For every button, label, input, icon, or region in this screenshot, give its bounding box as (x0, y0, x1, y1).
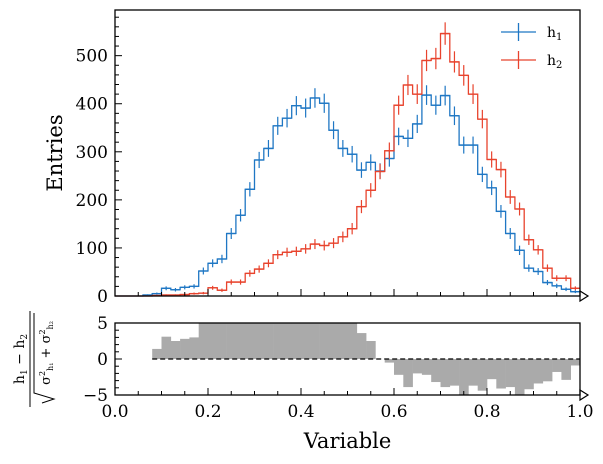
y-tick-label: 300 (76, 143, 108, 163)
x-tick-label: 1.0 (566, 402, 593, 422)
ratio-bar (217, 323, 227, 359)
ratio-bar (235, 323, 246, 359)
ratio-bar (487, 359, 497, 380)
ratio-bar (514, 359, 525, 395)
ratio-bar (356, 333, 367, 359)
series-h1 (115, 85, 580, 297)
y-tick-label: 400 (76, 95, 108, 115)
main-y-axis-label: Entries (43, 114, 67, 191)
ratio-bar (524, 359, 534, 390)
legend: h1 h2 (501, 23, 562, 71)
ratio-bar (170, 341, 181, 359)
ratio-bar (245, 323, 255, 359)
ratio-bar (412, 359, 423, 374)
ratio-bar (533, 359, 544, 384)
ratio-bar (254, 323, 265, 359)
ratio-y-ticks: −5 0 5 (83, 314, 122, 406)
ratio-bar (189, 337, 199, 359)
ratio-bar (459, 359, 469, 395)
ratio-bar (319, 323, 330, 359)
y-tick-label: 500 (76, 47, 108, 67)
ratio-formula: h1 − h2 σ2h₁ + σ2h₂ (12, 311, 56, 407)
ratio-bar (477, 359, 488, 391)
ratio-bar (431, 359, 441, 383)
legend-label: h2 (547, 53, 562, 71)
ratio-bar (291, 323, 302, 359)
main-y-ticks: 0 100 200 300 400 500 (76, 16, 122, 307)
ratio-bar (542, 359, 553, 382)
ratio-bar (561, 359, 571, 380)
main-plot-frame (114, 9, 581, 297)
ratio-panel: −5 0 5 0.0 0.2 0.4 0.6 0.8 1.0 Variable h1 − h2… (12, 311, 594, 453)
ratio-bar (338, 323, 348, 359)
ratio-y-tick-label: 5 (97, 314, 108, 334)
x-tick-label: 0.8 (473, 402, 500, 422)
ratio-bar (208, 323, 218, 359)
ratio-y-axis-label: h1 − h2 σ2h₁ + σ2h₂ (12, 311, 56, 407)
ratio-bar (505, 359, 516, 388)
x-axis-label: Variable (303, 429, 392, 453)
ratio-y-tick-label: −5 (83, 386, 108, 406)
y-tick-label: 200 (76, 191, 108, 211)
ratio-bar (152, 348, 162, 359)
ratio-bar (468, 359, 478, 386)
ratio-bar (403, 359, 413, 388)
ratio-bar (161, 336, 172, 359)
formula-denominator: σ2h₁ + σ2h₂ (38, 321, 55, 385)
ratio-bar (328, 323, 339, 359)
y-tick-label: 100 (76, 239, 108, 259)
ratio-bar (421, 359, 432, 375)
ratio-plot-frame (114, 322, 581, 396)
x-tick-label: 0.0 (101, 402, 128, 422)
ratio-bar (282, 323, 292, 359)
ratio-bar (440, 359, 451, 388)
legend-item-h2: h2 (501, 51, 562, 71)
legend-label: h1 (547, 25, 562, 43)
series-h2 (115, 22, 580, 297)
overflow-arrow-main (579, 289, 590, 303)
x-tick-label: 0.2 (194, 402, 221, 422)
ratio-bar (570, 359, 581, 366)
formula-numerator: h1 − h2 (12, 334, 30, 384)
ratio-y-tick-label: 0 (97, 350, 108, 370)
ratio-bar (552, 359, 562, 372)
main-x-ticks (114, 289, 581, 296)
ratio-bar (347, 323, 358, 359)
x-tick-label: 0.4 (287, 402, 314, 422)
sqrt-sign (33, 313, 56, 404)
step-line-h2 (115, 32, 580, 297)
main-panel: 0 100 200 300 400 500 Entries h1 h2 (43, 9, 590, 307)
ratio-bar (449, 359, 460, 386)
ratio-bar (366, 341, 376, 359)
ratio-bar (310, 323, 320, 359)
ratio-bar (273, 323, 283, 359)
ratio-bar (384, 359, 395, 363)
x-tick-label: 0.6 (380, 402, 407, 422)
ratio-bar (263, 323, 274, 359)
ratio-x-ticks: 0.0 0.2 0.4 0.6 0.8 1.0 (101, 388, 594, 422)
ratio-bar (226, 323, 237, 359)
ratio-bar (198, 323, 209, 359)
main-series-group (115, 22, 580, 297)
ratio-bars-group (152, 323, 581, 395)
ratio-bar (180, 338, 190, 359)
ratio-bar (301, 323, 311, 359)
legend-item-h1: h1 (501, 23, 562, 43)
ratio-bar (496, 359, 506, 389)
y-tick-label: 0 (97, 287, 108, 307)
ratio-bar (394, 359, 404, 375)
overflow-arrow-ratio (579, 388, 590, 402)
